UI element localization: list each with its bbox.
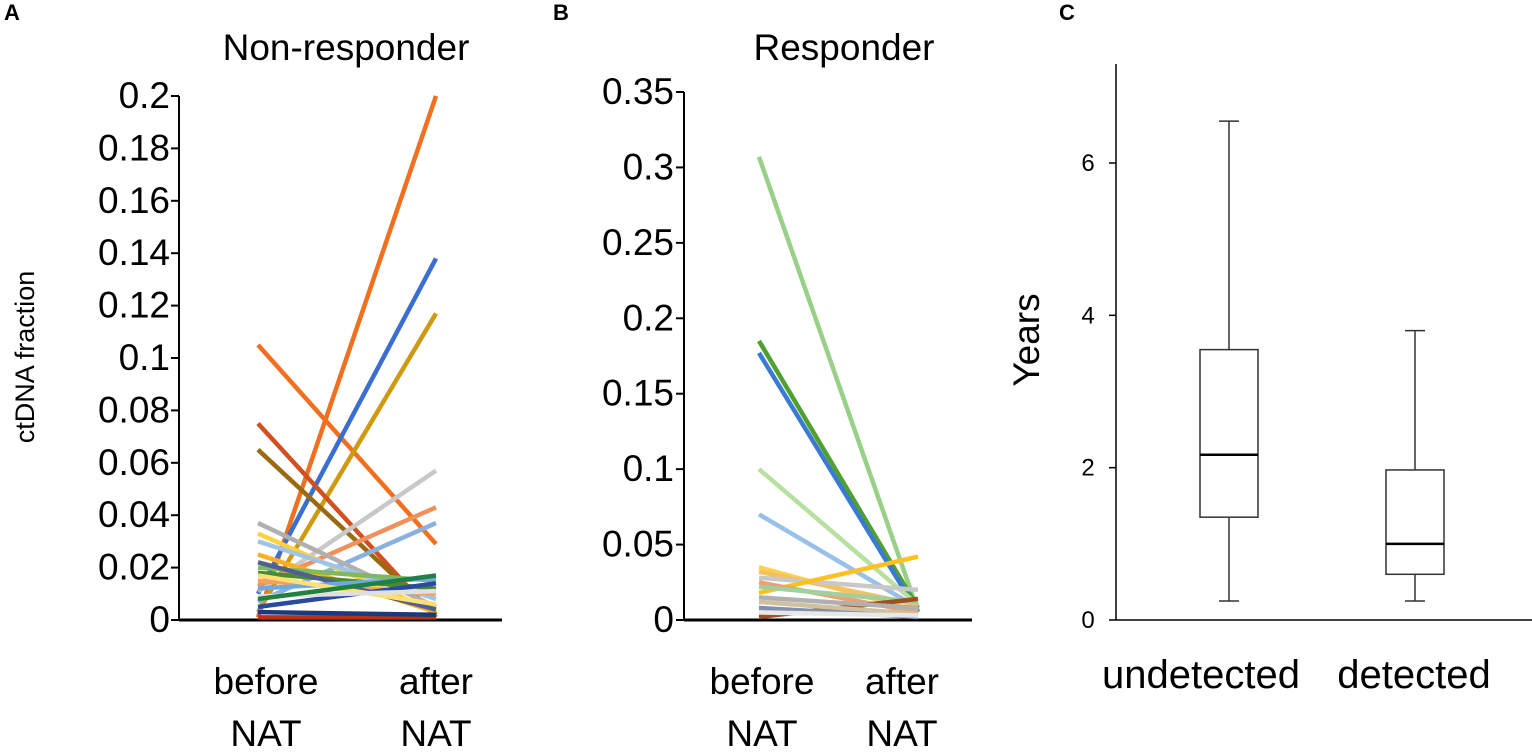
panel-b-x-category-label: NAT xyxy=(726,713,797,754)
panel-b-title: Responder xyxy=(753,27,934,68)
panel-a-x-category-label: before xyxy=(214,661,319,702)
panel-a-y-tick-label: 0.04 xyxy=(98,494,170,535)
panel-b-series-line xyxy=(758,575,919,593)
panel-b-y-tick-label: 0.05 xyxy=(602,524,674,565)
panel-c-letter: C xyxy=(1059,0,1075,25)
panel-a-y-tick-label: 0.08 xyxy=(98,389,170,430)
panel-a-y-tick-label: 0.2 xyxy=(119,75,170,116)
panel-a-y-tick-label: 0 xyxy=(149,599,170,640)
panel-a-y-axis-label: ctDNA fraction xyxy=(10,271,40,444)
panel-b-x-category-label: before xyxy=(710,661,815,702)
panel-b-y-tick-label: 0 xyxy=(653,599,674,640)
panel-c-y-tick-label: 6 xyxy=(1081,150,1094,177)
panel-b-series-line xyxy=(757,351,920,614)
panel-b-series-line xyxy=(757,512,920,610)
panel-a-series-line xyxy=(257,609,437,618)
panel-c-y-tick-label: 2 xyxy=(1081,455,1094,482)
panel-b-y-tick-label: 0.3 xyxy=(623,146,674,187)
panel-b-series-line xyxy=(758,595,919,611)
panel-b-letter: B xyxy=(553,0,569,25)
panel-c-x-category-label: detected xyxy=(1337,653,1490,697)
panel-a-y-tick-label: 0.02 xyxy=(98,547,170,588)
panel-a-x-category-label: after xyxy=(399,661,473,702)
panel-a: A Non-responder ctDNA fraction 0 0.02 0.04… xyxy=(4,0,502,754)
panel-a-x-category-label: NAT xyxy=(400,713,471,754)
panel-a-x-category-label: NAT xyxy=(230,713,301,754)
panel-b-series-line xyxy=(758,599,919,617)
panel-a-y-tick-label: 0.16 xyxy=(98,180,170,221)
panel-b-y-tick-label: 0.1 xyxy=(623,448,674,489)
panel-a-y-tick-label: 0.12 xyxy=(98,285,170,326)
panel-a-y-tick-label: 0.06 xyxy=(98,442,170,483)
panel-c-y-tick-label: 0 xyxy=(1081,607,1094,634)
panel-b-series-line xyxy=(756,156,921,612)
panel-b-series-line xyxy=(757,467,920,607)
panel-a-series-line xyxy=(255,95,439,619)
panel-a-series-line xyxy=(256,343,438,546)
panel-b-series-line xyxy=(758,584,919,605)
panel-a-series-line xyxy=(257,505,437,588)
panel-b-y-tick-label: 0.15 xyxy=(602,373,674,414)
panel-b-series-line xyxy=(758,610,919,618)
panel-b-y-tick-label: 0.25 xyxy=(602,222,674,263)
panel-b-y-tick-label: 0.35 xyxy=(602,71,674,112)
box-iqr xyxy=(1199,348,1259,518)
panel-c-x-category-label: undetected xyxy=(1102,653,1300,697)
panel-b-y-tick-label: 0.2 xyxy=(623,297,674,338)
panel-a-letter: A xyxy=(4,0,20,25)
panel-a-series-line xyxy=(257,573,437,607)
panel-a-title: Non-responder xyxy=(223,27,470,68)
panel-c-y-axis-label: Years xyxy=(1006,293,1047,386)
panel-b-x-category-label: NAT xyxy=(866,713,937,754)
panel-c-y-tick-label: 4 xyxy=(1081,302,1094,329)
panel-a-y-tick-label: 0.1 xyxy=(119,337,170,378)
panel-a-y-tick-label: 0.14 xyxy=(98,232,170,273)
panel-b: B Responder 0 0.05 0.1 0.15 0.2 0.25 0.3 0.35 b… xyxy=(553,0,972,754)
panel-a-series-line xyxy=(257,573,437,602)
panel-b-x-category-label: after xyxy=(865,661,939,702)
box-iqr xyxy=(1385,469,1445,576)
panel-c: C Years 0 2 4 6 undetected detected xyxy=(1006,0,1532,697)
panel-a-y-tick-label: 0.18 xyxy=(98,127,170,168)
